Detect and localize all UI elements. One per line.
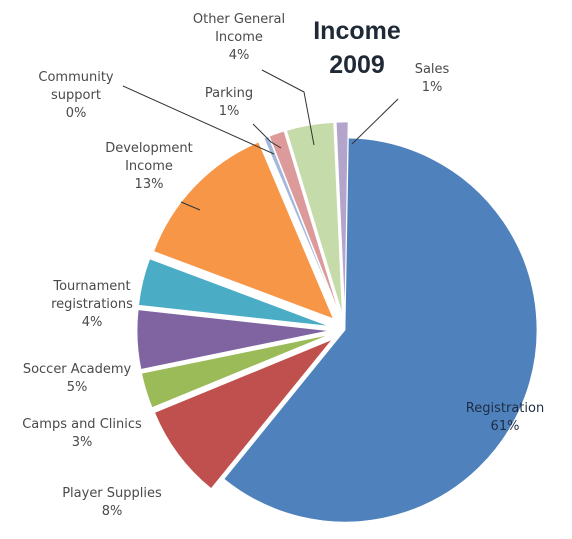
slice-label-camps-and-clinics: Camps and Clinics 3%	[22, 417, 142, 450]
slice-label-registration: Registration 61%	[466, 401, 544, 434]
leader-lines	[122, 69, 399, 211]
pie-slice-sales	[335, 121, 349, 315]
pie-slice-camps-and-clinics	[141, 334, 330, 409]
leader-line-community-support	[122, 85, 275, 155]
leader-line-other-general-income	[261, 69, 315, 146]
slice-label-soccer-academy: Soccer Academy 5%	[23, 362, 132, 395]
chart-title: Income 2009	[313, 17, 401, 79]
pie-slice-parking	[268, 130, 341, 316]
slice-label-other-general-income: Other General Income 4%	[193, 12, 285, 63]
leader-line-development-income	[180, 201, 201, 211]
pie-slice-player-supplies	[154, 339, 333, 490]
slice-label-player-supplies: Player Supplies 8%	[62, 486, 162, 519]
slice-label-tournament-registrations: Tournament registrations 4%	[51, 279, 133, 330]
pie-slices	[136, 121, 538, 523]
slice-label-development-income: Development Income 13%	[105, 141, 193, 192]
leader-line-parking	[252, 123, 282, 149]
pie-slice-tournament-registrations	[138, 258, 330, 327]
leader-line-sales	[351, 98, 399, 145]
slice-label-parking: Parking 1%	[205, 86, 253, 119]
slice-label-sales: Sales 1%	[415, 62, 450, 95]
pie-slice-registration	[223, 137, 538, 523]
pie-slice-soccer-academy	[136, 309, 330, 370]
slice-labels: Registration 61% Player Supplies 8% Camps an…	[22, 12, 544, 519]
pie-slice-development-income	[153, 141, 335, 320]
slice-label-community-support: Community support 0%	[38, 70, 114, 121]
